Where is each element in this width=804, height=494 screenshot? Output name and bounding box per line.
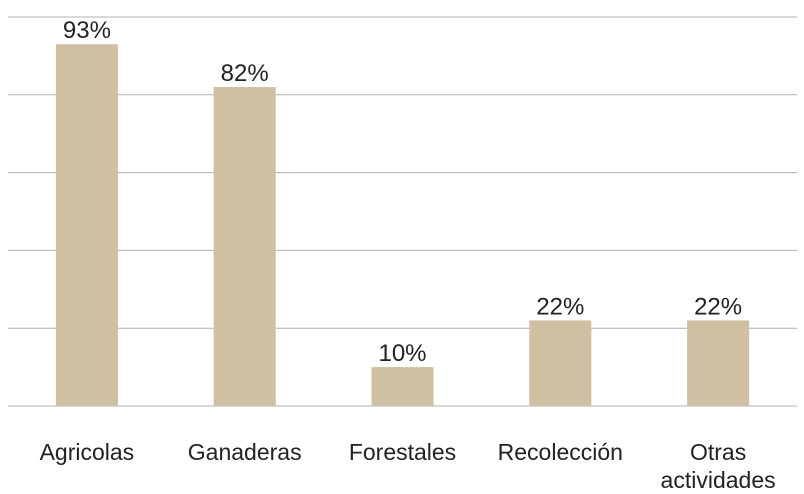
bar: [55, 44, 118, 406]
bar: [687, 320, 750, 406]
value-label: 22%: [694, 293, 742, 320]
x-tick-label: Agricolas: [39, 439, 135, 465]
value-label: 10%: [378, 340, 426, 367]
value-label: 82%: [221, 60, 269, 87]
bar: [529, 320, 592, 406]
bar: [371, 367, 434, 406]
bar: [213, 87, 276, 407]
x-tick-label: Otras actividades: [660, 439, 776, 493]
x-tick-label: Recolección: [497, 439, 623, 465]
x-tick-label: Forestales: [348, 439, 457, 465]
value-label: 93%: [63, 17, 111, 44]
x-tick-label: Ganaderas: [187, 439, 302, 465]
value-label: 22%: [536, 293, 584, 320]
